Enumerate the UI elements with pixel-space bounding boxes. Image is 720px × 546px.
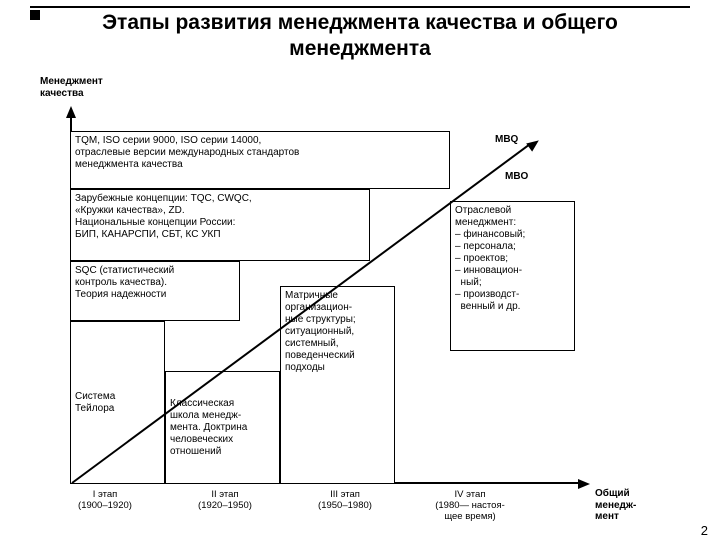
xlabel-stage-2: II этап (1920–1950) [170,490,280,512]
y-axis-label: Менеджменткачества [40,76,103,99]
xlabel-stage-4: IV этап (1980— настоя-щее время) [415,490,525,523]
box-classic: Классическаяшкола менедж-мента. Доктрина… [165,371,280,484]
stage1-bot: (1900–1920) [78,500,132,511]
box-foreign: Зарубежные концепции: TQC, CWQC,«Кружки … [70,189,370,261]
box-sector: Отраслевойменеджмент:– финансовый;– перс… [450,201,575,351]
title-bar: Этапы развития менеджмента качества и об… [30,6,690,63]
xlabel-stage-1: I этап (1900–1920) [50,490,160,512]
diagram: Менеджменткачества TQM, ISO серии 9000, … [40,76,680,526]
box-tqm: TQM, ISO серии 9000, ISO серии 14000,отр… [70,131,450,189]
stage3-top: III этап [330,489,360,500]
box-taylor: СистемаТейлора [70,321,165,484]
stage4-bot: (1980— настоя-щее время) [435,500,505,522]
slide-bullet [30,10,40,20]
label-mbq: MBQ [495,134,518,146]
stage4-top: IV этап [455,489,486,500]
stage3-bot: (1950–1980) [318,500,372,511]
page-title: Этапы развития менеджмента качества и об… [30,10,690,63]
stage2-top: II этап [211,489,238,500]
stage2-bot: (1920–1950) [198,500,252,511]
label-mbo: MBO [505,171,528,183]
xlabel-stage-3: III этап (1950–1980) [290,490,400,512]
stage1-top: I этап [93,489,118,500]
page-number: 2 [701,523,708,538]
box-sqc: SQC (статистическийконтроль качества).Те… [70,261,240,321]
x-axis-label: Общийменедж-мент [595,488,636,523]
